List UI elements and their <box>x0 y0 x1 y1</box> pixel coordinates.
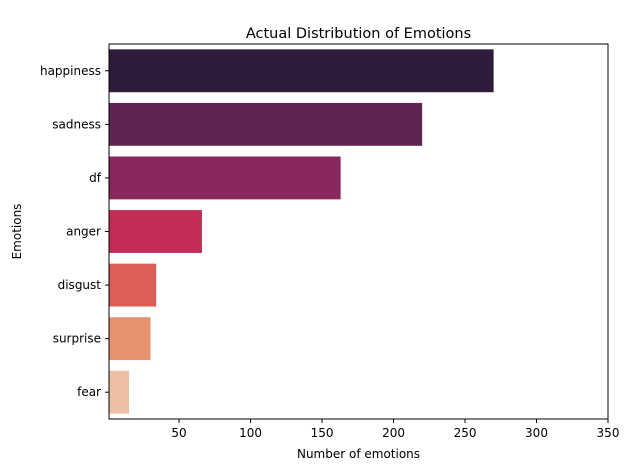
x-axis-label: Number of emotions <box>297 447 420 461</box>
y-tick-label: sadness <box>52 117 101 131</box>
bar-df <box>109 156 341 200</box>
y-tick-label: disgust <box>58 278 102 292</box>
y-tick-label: surprise <box>53 332 101 346</box>
bar-fear <box>109 370 130 414</box>
x-tick-label: 150 <box>311 426 334 440</box>
bar-happiness <box>109 49 494 93</box>
y-axis-ticks: happiness sadness df anger disgust surprise fe… <box>40 64 109 399</box>
bar-sadness <box>109 102 423 146</box>
x-tick-label: 350 <box>597 426 620 440</box>
bar-disgust <box>109 263 157 307</box>
x-tick-label: 300 <box>525 426 548 440</box>
x-tick-label: 200 <box>382 426 405 440</box>
y-tick-label: df <box>89 171 102 185</box>
bar-anger <box>109 210 202 253</box>
chart-title: Actual Distribution of Emotions <box>246 26 471 42</box>
x-axis-ticks: 50 100 150 200 250 300 350 <box>171 419 619 440</box>
y-tick-label: fear <box>77 385 101 399</box>
bars-layer <box>109 49 494 414</box>
y-tick-label: anger <box>66 225 101 239</box>
bar-surprise <box>109 317 151 361</box>
x-tick-label: 250 <box>454 426 477 440</box>
y-axis-label: Emotions <box>10 204 24 260</box>
plot-frame <box>108 43 609 420</box>
y-tick-label: happiness <box>40 64 101 78</box>
x-tick-label: 50 <box>171 426 186 440</box>
x-tick-label: 100 <box>239 426 262 440</box>
